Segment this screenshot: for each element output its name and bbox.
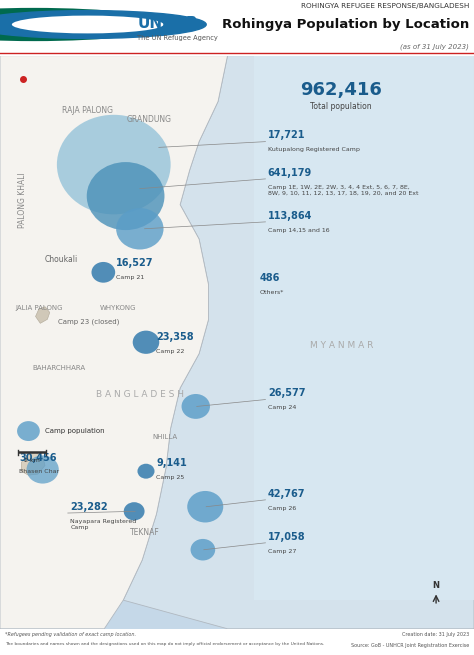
- Ellipse shape: [57, 115, 171, 214]
- Text: (as of 31 July 2023): (as of 31 July 2023): [401, 43, 469, 50]
- Text: 113,864: 113,864: [268, 211, 312, 221]
- Text: The UN Refugee Agency: The UN Refugee Agency: [137, 35, 218, 41]
- Text: ROHINGYA REFUGEE RESPONSE/BANGLADESH: ROHINGYA REFUGEE RESPONSE/BANGLADESH: [301, 3, 469, 9]
- Text: *Refugees pending validation of exact camp location.: *Refugees pending validation of exact ca…: [5, 633, 136, 637]
- Text: Total population: Total population: [310, 102, 372, 111]
- Circle shape: [0, 10, 206, 39]
- Text: Camp population: Camp population: [45, 428, 105, 434]
- Text: Camp 23 (closed): Camp 23 (closed): [58, 319, 120, 326]
- Text: Camp 24: Camp 24: [268, 405, 296, 410]
- Text: Camp 25: Camp 25: [156, 476, 185, 480]
- Text: Choukali: Choukali: [45, 255, 78, 263]
- Text: Others*: Others*: [260, 290, 284, 295]
- Text: M Y A N M A R: M Y A N M A R: [310, 341, 373, 350]
- Text: Camp 14,15 and 16: Camp 14,15 and 16: [268, 228, 329, 233]
- Ellipse shape: [124, 502, 145, 521]
- Ellipse shape: [187, 491, 223, 523]
- Ellipse shape: [116, 208, 164, 250]
- Text: Kutupalong Registered Camp: Kutupalong Registered Camp: [268, 147, 360, 153]
- Text: Creation date: 31 July 2023: Creation date: 31 July 2023: [402, 633, 469, 637]
- Ellipse shape: [87, 162, 164, 230]
- Text: Camp 21: Camp 21: [116, 274, 145, 280]
- Text: B A N G L A D E S H: B A N G L A D E S H: [96, 390, 184, 400]
- Text: NHILLA: NHILLA: [152, 434, 178, 440]
- Text: TEKNAF: TEKNAF: [130, 528, 159, 537]
- Ellipse shape: [191, 539, 215, 561]
- Circle shape: [0, 14, 119, 35]
- Text: 486: 486: [260, 272, 280, 283]
- Bar: [254, 56, 474, 600]
- Text: Camp 26: Camp 26: [268, 506, 296, 511]
- Text: Rohingya Population by Location: Rohingya Population by Location: [222, 18, 469, 31]
- Text: Source: GoB - UNHCR Joint Registration Exercise: Source: GoB - UNHCR Joint Registration E…: [351, 643, 469, 648]
- Text: 42,767: 42,767: [268, 489, 305, 498]
- Polygon shape: [0, 56, 228, 629]
- Text: Bhasen Char: Bhasen Char: [19, 470, 59, 474]
- Text: 17,721: 17,721: [268, 130, 305, 140]
- Ellipse shape: [182, 394, 210, 419]
- Text: UNHCR: UNHCR: [137, 16, 198, 31]
- Polygon shape: [36, 307, 50, 324]
- Text: 2 km: 2 km: [24, 458, 40, 463]
- Text: 23,358: 23,358: [156, 332, 194, 342]
- Circle shape: [0, 9, 167, 40]
- Text: 26,577: 26,577: [268, 388, 305, 398]
- Polygon shape: [21, 452, 45, 476]
- Text: The boundaries and names shown and the designations used on this map do not impl: The boundaries and names shown and the d…: [5, 642, 324, 646]
- Circle shape: [12, 16, 164, 33]
- Text: Camp 1E, 1W, 2E, 2W, 3, 4, 4 Ext, 5, 6, 7, 8E,
8W, 9, 10, 11, 12, 13, 17, 18, 19: Camp 1E, 1W, 2E, 2W, 3, 4, 4 Ext, 5, 6, …: [268, 185, 419, 196]
- Polygon shape: [239, 250, 254, 285]
- Text: RAJA PALONG: RAJA PALONG: [62, 105, 113, 115]
- Text: 16,527: 16,527: [116, 257, 154, 268]
- Text: 30,456: 30,456: [19, 453, 56, 462]
- Text: 641,179: 641,179: [268, 168, 312, 178]
- Text: 9,141: 9,141: [156, 458, 187, 468]
- Text: PALONG KHALI: PALONG KHALI: [18, 172, 27, 228]
- Text: 23,282: 23,282: [70, 502, 108, 512]
- Polygon shape: [123, 56, 474, 629]
- Text: Camp 22: Camp 22: [156, 349, 185, 354]
- Text: Nayapara Registered
Camp: Nayapara Registered Camp: [70, 519, 137, 530]
- Text: 962,416: 962,416: [301, 81, 382, 99]
- Text: N: N: [433, 581, 439, 590]
- Ellipse shape: [137, 464, 155, 479]
- Ellipse shape: [133, 331, 159, 354]
- Ellipse shape: [27, 455, 59, 483]
- Ellipse shape: [91, 262, 115, 283]
- Text: JALIA PALONG: JALIA PALONG: [15, 305, 63, 311]
- Text: Camp 27: Camp 27: [268, 548, 296, 553]
- Text: BAHARCHHARA: BAHARCHHARA: [33, 365, 86, 371]
- Text: 17,058: 17,058: [268, 532, 305, 542]
- Text: GRANDUNG: GRANDUNG: [127, 115, 172, 124]
- Text: WHYKONG: WHYKONG: [100, 305, 137, 311]
- Ellipse shape: [17, 421, 40, 441]
